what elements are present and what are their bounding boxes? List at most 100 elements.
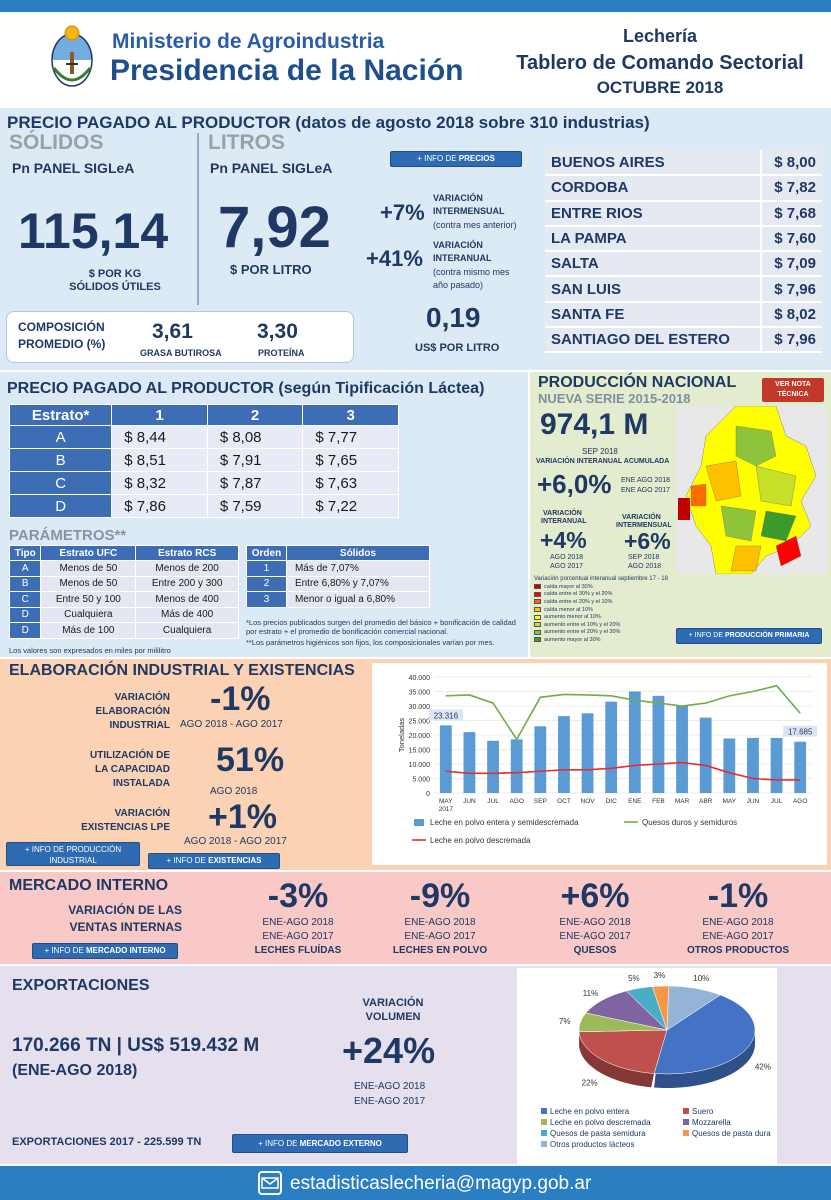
param-cell: Menos de 50 [40,575,137,592]
x-tick-label: MAR [675,798,690,805]
solidos-row: 3 Menor o igual a 6,80% [246,591,431,608]
header: Ministerio de Agroindustria Presidencia … [0,12,831,104]
info-produccion-primaria-button[interactable]: + INFO DE PRODUCCIÓN PRIMARIA [676,628,822,644]
info-precios-pre: + INFO DE [417,154,459,163]
litros-panel: Pn PANEL SIGLeA [210,160,333,176]
x-tick-label: JUL [771,798,783,805]
export-pie-panel: 42% 22% 7% 11% 5% 3% 10% Leche en polvo entera S… [517,968,777,1164]
map-legend-swatch [534,584,541,590]
tip-row: A $ 8,44 $ 8,08 $ 7,77 [8,425,399,449]
litros-unit: $ POR LITRO [230,262,312,277]
info-precios-button[interactable]: + INFO DE PRECIOS [390,151,522,167]
footer-email[interactable]: estadisticaslecheria@magyp.gob.ar [290,1173,592,1194]
y-tick-label: 20.000 [409,733,431,740]
y-tick-label: 15.000 [409,748,431,755]
province-price-table: BUENOS AIRES $ 8,00 CORDOBA $ 7,82 ENTRE RIO… [545,150,822,354]
map-legend-swatch [534,622,541,628]
map-legend-item: aumento menor al 10% [534,613,684,621]
tip-row: C $ 8,32 $ 7,87 $ 7,63 [8,471,399,495]
produccion-value: 974,1 M [540,408,649,441]
mercado-item: -3% ENE-AGO 2018 ENE-AGO 2017 LECHES FLUÍDA… [228,876,368,958]
map-legend-item: aumento entre el 10% y el 20% [534,621,684,629]
bar [487,740,499,793]
export-total-2017: EXPORTACIONES 2017 - 225.599 TN [12,1136,202,1148]
x-tick-label: JUN [463,798,476,805]
parametros-table: Tipo Estrato UFC Estrato RCS A Menos de 50 M… [8,545,239,639]
legend-label: Leche en polvo descremada [430,836,531,845]
legend-swatch [414,819,424,826]
industrial-chart-panel: 0 5.000 10.000 15.000 20.000 25.000 30.000 35.0… [372,663,827,865]
pie-slice-side [579,1033,655,1088]
map-legend-label: caída mayor al 30% [544,583,593,590]
bar [463,732,476,793]
province-row: SALTA $ 7,09 [545,251,822,278]
province-price: $ 7,96 [759,327,822,354]
map-legend-swatch [534,591,541,597]
info-existencias-button[interactable]: + INFO DE EXISTENCIAS [148,853,280,869]
province-row: SAN LUIS $ 7,96 [545,276,822,303]
pie-legend-label: Leche en polvo descremada [550,1118,651,1127]
bar [439,725,452,793]
map-legend-swatch [534,614,541,620]
mercado-item-period1: ENE-AGO 2018 [404,917,476,928]
data-label-bg [428,709,463,721]
acumulada-value: +6,0% [537,469,612,499]
province-row: SANTIAGO DEL ESTERO $ 7,96 [545,327,822,354]
param-row: C Entre 50 y 100 Menos de 400 [8,591,239,608]
tip-cell: $ 7,91 [206,448,304,472]
map-legend-swatch [534,629,541,635]
x-tick-label: NOV [581,798,596,805]
bar [605,701,618,793]
bar [747,737,759,793]
info-me-bold: MERCADO EXTERNO [299,1139,382,1148]
info-mercado-interno-button[interactable]: + INFO DE MERCADO INTERNO [32,943,178,959]
mercado-sub2: VENTAS INTERNAS [69,920,182,934]
legend-label: Quesos duros y semiduros [642,818,737,827]
map-legend-item: caída mayor al 30% [534,583,684,591]
nota-line2: TÉCNICA [777,391,809,398]
map-legend-item: caída menor al 10% [534,606,684,614]
mercado-item-period1: ENE-AGO 2018 [262,917,334,928]
exist-label2: EXISTENCIAS LPE [81,822,170,833]
tip-cell: $ 7,65 [302,448,399,472]
map-legend-label: caída entre el 20% y el 10% [544,598,613,605]
tip-header: 3 [302,404,399,426]
tip-header: Estrato* [8,404,113,426]
y-tick-label: 40.000 [409,675,431,682]
bar [770,737,783,793]
intermensual-label1: VARIACIÓN [622,514,661,521]
interanual-label1: VARIACIÓN [543,510,582,517]
solidos-row: 1 Más de 7,07% [246,560,431,577]
exist-label1: VARIACIÓN [114,808,170,819]
info-mercado-externo-button[interactable]: + INFO DE MERCADO EXTERNO [232,1134,408,1153]
intermensual-period2: AGO 2018 [628,563,662,570]
mercado-item-value: -1% [707,877,769,915]
export-var-period1: ENE-AGO 2018 [354,1081,426,1092]
pie-slice-label: 10% [693,974,709,983]
map-legend-label: caída menor al 10% [544,606,593,613]
pie-legend-swatch [683,1108,689,1114]
tip-row: B $ 8,51 $ 7,91 $ 7,65 [8,448,399,472]
province-name: LA PAMPA [545,225,761,253]
mercado-heading: MERCADO INTERNO [9,877,169,894]
info-produccion-industrial-button[interactable]: + INFO DE PRODUCCIÓN INDUSTRIAL [6,842,140,866]
var-intermensual-label1: VARIACIÓN [433,193,483,203]
solidos-header: Sólidos [285,545,431,561]
map-legend-label: caída entre el 30% y el 20% [544,591,613,598]
tipificacion-table: Estrato* 1 2 3 A $ 8,44 $ 8,08 $ 7,77 B $ 8,51 $ … [8,404,399,518]
elab-label1: VARIACIÓN [114,692,170,703]
y-tick-label: 30.000 [409,704,431,711]
nota-tecnica-button[interactable]: VER NOTA TÉCNICA [762,378,824,402]
province-price: $ 7,09 [759,251,822,278]
pie-slice-label: 5% [628,974,640,983]
mercado-item-period2: ENE-AGO 2017 [702,931,774,942]
y-axis-label: Toneladas [397,718,406,752]
export-var-label1: VARIACIÓN [362,997,424,1009]
tip-cell: $ 8,32 [111,471,208,495]
pie-legend-swatch [541,1108,547,1114]
coat-of-arms-logo [46,22,98,94]
x-tick-label: MAY [723,798,737,805]
var-interanual-value: +41% [366,246,423,271]
param-header: Estrato UFC [40,545,137,561]
tipificacion-heading: PRECIO PAGADO AL PRODUCTOR (según Tipifi… [7,380,485,397]
